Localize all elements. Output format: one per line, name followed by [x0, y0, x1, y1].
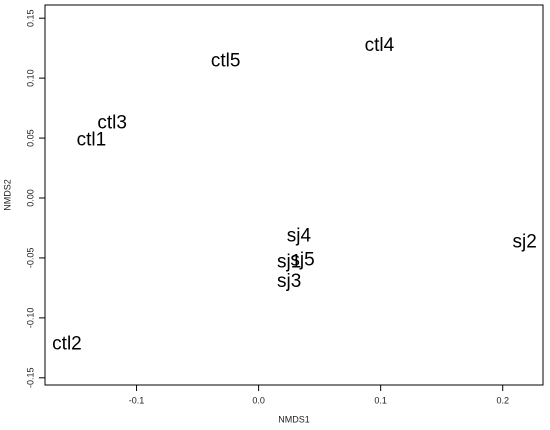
y-tick-label: -0.15 [25, 368, 35, 389]
y-tick-label: -0.05 [25, 248, 35, 269]
point-label: ctl1 [77, 129, 107, 150]
y-tick-label: 0.15 [25, 9, 35, 27]
plot-frame [44, 4, 544, 386]
point-label: sj2 [513, 231, 537, 252]
point-label: sj3 [277, 271, 301, 292]
x-tick-label: -0.1 [129, 395, 145, 405]
y-tick-label: 0.05 [25, 129, 35, 147]
point-label: ctl3 [97, 113, 127, 134]
point-label: sj1 [277, 252, 301, 273]
y-tick-label: 0.10 [25, 69, 35, 87]
point-label: ctl5 [211, 50, 241, 71]
point-label: ctl2 [52, 333, 82, 354]
x-tick-label: 0.0 [252, 395, 265, 405]
y-axis-label: NMDS2 [2, 179, 12, 211]
x-tick-label: 0.2 [496, 395, 509, 405]
x-tick-label: 0.1 [374, 395, 387, 405]
x-axis-label: NMDS1 [278, 414, 310, 424]
point-label: sj4 [287, 225, 312, 246]
point-label: ctl4 [365, 35, 395, 56]
y-tick-label: 0.00 [25, 189, 35, 207]
point-label: sj5 [290, 249, 314, 270]
y-tick-label: -0.10 [25, 308, 35, 329]
